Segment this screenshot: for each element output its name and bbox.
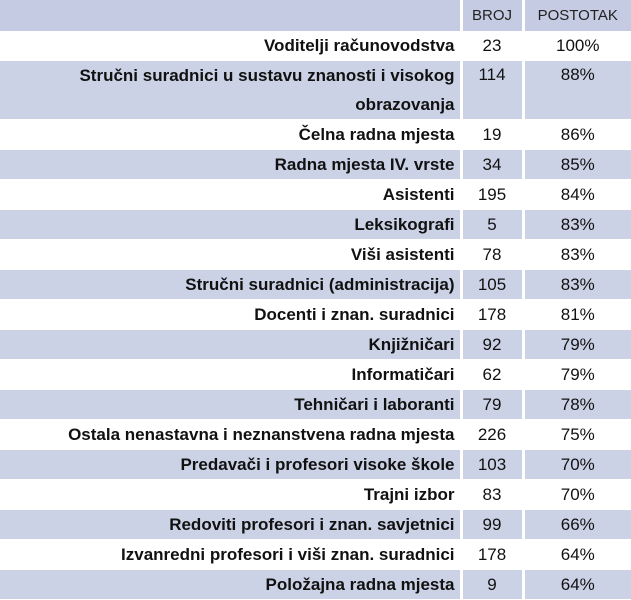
table-row: Trajni izbor 83 70%	[0, 479, 631, 510]
row-label: Tehničari i laboranti	[0, 389, 461, 420]
row-label: Radna mjesta IV. vrste	[0, 149, 461, 180]
table-row: Stručni suradnici u sustavu znanosti i v…	[0, 60, 631, 120]
table-row: Radna mjesta IV. vrste 34 85%	[0, 149, 631, 180]
row-label: Ostala nenastavna i neznanstvena radna m…	[0, 419, 461, 450]
row-percent: 83%	[521, 239, 631, 270]
table-row: Izvanredni profesori i viši znan. suradn…	[0, 539, 631, 570]
row-count: 178	[459, 299, 523, 330]
row-percent: 79%	[521, 359, 631, 390]
row-percent: 64%	[521, 569, 631, 600]
row-label: Leksikografi	[0, 209, 461, 240]
row-label: Predavači i profesori visoke škole	[0, 449, 461, 480]
row-label: Čelna radna mjesta	[0, 119, 461, 150]
row-count: 92	[459, 329, 523, 360]
row-percent: 85%	[521, 149, 631, 180]
row-percent: 84%	[521, 179, 631, 210]
header-percent: POSTOTAK	[521, 0, 631, 31]
row-count: 178	[459, 539, 523, 570]
row-label: Voditelji računovodstva	[0, 31, 461, 61]
table-row: Položajna radna mjesta 9 64%	[0, 569, 631, 600]
row-count: 34	[459, 149, 523, 180]
row-label: Docenti i znan. suradnici	[0, 299, 461, 330]
table-row: Informatičari 62 79%	[0, 359, 631, 390]
row-label: Položajna radna mjesta	[0, 569, 461, 600]
row-percent: 81%	[521, 299, 631, 330]
table-row: Ostala nenastavna i neznanstvena radna m…	[0, 419, 631, 450]
row-count: 226	[459, 419, 523, 450]
row-label: Asistenti	[0, 179, 461, 210]
table-row: Viši asistenti 78 83%	[0, 239, 631, 270]
row-percent: 64%	[521, 539, 631, 570]
row-percent: 79%	[521, 329, 631, 360]
row-label: Stručni suradnici u sustavu znanosti i v…	[0, 60, 461, 120]
table-row: Docenti i znan. suradnici 178 81%	[0, 299, 631, 330]
table-row: Čelna radna mjesta 19 86%	[0, 119, 631, 150]
row-percent: 66%	[521, 509, 631, 540]
row-count: 23	[459, 31, 523, 61]
row-label: Trajni izbor	[0, 479, 461, 510]
row-count: 79	[459, 389, 523, 420]
table-row: Redoviti profesori i znan. savjetnici 99 6…	[0, 509, 631, 540]
row-percent: 83%	[521, 209, 631, 240]
header-label-cell	[0, 0, 461, 31]
row-count: 5	[459, 209, 523, 240]
row-percent: 100%	[521, 31, 631, 61]
row-percent: 75%	[521, 419, 631, 450]
row-percent: 86%	[521, 119, 631, 150]
table-header-row: BROJ POSTOTAK	[0, 0, 631, 31]
row-percent: 88%	[521, 60, 631, 120]
table-row: Voditelji računovodstva 23 100%	[0, 31, 631, 61]
table-row: Asistenti 195 84%	[0, 179, 631, 210]
row-count: 19	[459, 119, 523, 150]
table-row: Tehničari i laboranti 79 78%	[0, 389, 631, 420]
table-row: Leksikografi 5 83%	[0, 209, 631, 240]
row-count: 78	[459, 239, 523, 270]
row-count: 105	[459, 269, 523, 300]
table-row: Predavači i profesori visoke škole 103 70%	[0, 449, 631, 480]
row-label: Knjižničari	[0, 329, 461, 360]
row-label: Redoviti profesori i znan. savjetnici	[0, 509, 461, 540]
header-count: BROJ	[459, 0, 523, 31]
row-percent: 78%	[521, 389, 631, 420]
row-count: 99	[459, 509, 523, 540]
row-count: 103	[459, 449, 523, 480]
row-percent: 83%	[521, 269, 631, 300]
row-label: Stručni suradnici (administracija)	[0, 269, 461, 300]
row-percent: 70%	[521, 449, 631, 480]
row-label: Viši asistenti	[0, 239, 461, 270]
row-label: Informatičari	[0, 359, 461, 390]
row-label: Izvanredni profesori i viši znan. suradn…	[0, 539, 461, 570]
row-percent: 70%	[521, 479, 631, 510]
table-row: Stručni suradnici (administracija) 105 83%	[0, 269, 631, 300]
row-count: 9	[459, 569, 523, 600]
row-count: 62	[459, 359, 523, 390]
row-count: 195	[459, 179, 523, 210]
row-count: 83	[459, 479, 523, 510]
row-count: 114	[459, 60, 523, 120]
table-row: Knjižničari 92 79%	[0, 329, 631, 360]
